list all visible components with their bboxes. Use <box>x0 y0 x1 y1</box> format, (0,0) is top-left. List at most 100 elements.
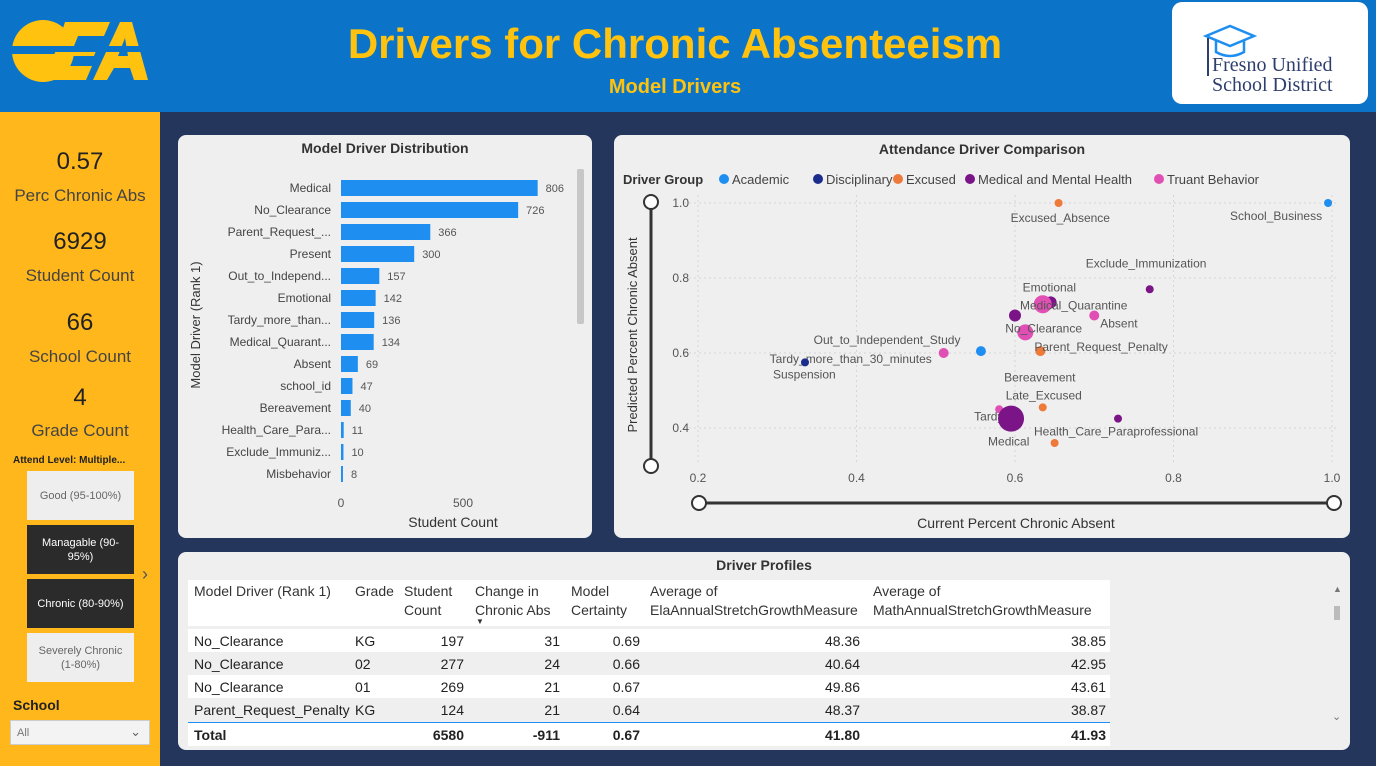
table-cell: No_Clearance <box>194 679 284 695</box>
table-header: Model Driver (Rank 1) Grade Student Count… <box>188 580 1110 626</box>
col-grade[interactable]: Grade <box>355 583 394 599</box>
school-dropdown[interactable]: All ⌄ <box>10 720 150 745</box>
y-tick-label: 0.6 <box>672 346 689 360</box>
table-row[interactable]: No_Clearance 02 277 24 0.66 40.64 42.95 <box>188 652 1110 675</box>
scatter-point <box>1054 199 1063 207</box>
scatter-point <box>1033 295 1052 314</box>
point-label: Tardy <box>974 409 1003 423</box>
table-cell: KG <box>355 702 376 718</box>
x-range-slider-handle-left[interactable] <box>691 495 707 511</box>
col-avg-math[interactable]: Average of MathAnnualStretchGrowthMeasure <box>873 583 1092 618</box>
x-tick-label: 0 <box>338 496 345 510</box>
table-row[interactable]: No_Clearance KG 197 31 0.69 48.36 38.85 <box>188 629 1110 652</box>
x-tick-label: 1.0 <box>1324 471 1341 485</box>
table-cell: Total <box>194 727 227 743</box>
table-cell: 21 <box>544 702 560 718</box>
bar-label: Medical <box>290 181 331 195</box>
bar-label: school_id <box>280 379 331 393</box>
kpi-grade-count-label: Grade Count <box>31 421 129 440</box>
table-cell: 124 <box>440 702 464 718</box>
x-axis-label: Current Percent Chronic Absent <box>917 515 1115 531</box>
bar-chart-scrollbar[interactable] <box>577 169 584 324</box>
bar-label: Medical_Quarant... <box>230 335 331 349</box>
bar-chart-card: Model Driver Distribution <box>178 135 592 538</box>
table-cell: 02 <box>355 656 371 672</box>
bar-label: Present <box>290 247 332 261</box>
table-cell: No_Clearance <box>194 656 284 672</box>
y-axis-label: Model Driver (Rank 1) <box>188 261 203 388</box>
attend-level-good[interactable]: Good (95-100%) <box>27 471 134 520</box>
table-cell: Parent_Request_Penalty <box>194 702 350 718</box>
col-model-certainty[interactable]: Model Certainty <box>571 583 628 618</box>
bar <box>341 224 431 240</box>
scroll-thumb[interactable] <box>1334 606 1340 620</box>
table-cell: 6580 <box>432 727 464 743</box>
chevron-down-icon: ⌄ <box>130 724 141 739</box>
bar-value-label: 136 <box>382 315 400 327</box>
chevron-right-icon[interactable]: › <box>142 564 148 584</box>
bar-label: Parent_Request_... <box>228 225 331 239</box>
table-scrollbar[interactable]: ▲ ⌄ <box>1330 582 1344 724</box>
bar <box>341 246 415 262</box>
scroll-down-icon[interactable]: ⌄ <box>1332 711 1342 723</box>
bar <box>341 202 519 218</box>
bar-value-label: 8 <box>351 469 357 481</box>
attend-level-chronic[interactable]: Chronic (80-90%) <box>27 579 134 628</box>
table-cell: 24 <box>544 656 560 672</box>
attend-level-severely-chronic[interactable]: Severely Chronic (1-80%) <box>27 633 134 682</box>
scatter-chart: Driver Group Academic Disciplinary Excused M… <box>623 172 1342 531</box>
bar-value-label: 10 <box>351 447 363 459</box>
x-tick-label: 0.4 <box>848 471 865 485</box>
col-avg-ela[interactable]: Average of ElaAnnualStretchGrowthMeasure <box>650 583 858 618</box>
col-change-chronic[interactable]: Change in Chronic Abs <box>475 583 551 618</box>
scroll-up-icon[interactable]: ▲ <box>1333 584 1342 594</box>
legend-marker <box>965 174 975 184</box>
kpi-school-count-value: 66 <box>66 309 94 336</box>
x-tick-label: 0.6 <box>1007 471 1024 485</box>
table-row[interactable]: Parent_Request_Penalty KG 124 21 0.64 48.37 38… <box>188 698 1110 721</box>
bar <box>341 422 344 438</box>
legend-marker <box>893 174 903 184</box>
point-label: Suspension <box>773 367 836 381</box>
x-range-slider-handle-right[interactable] <box>1326 495 1342 511</box>
scatter-point <box>1324 199 1333 207</box>
y-range-slider-handle-top[interactable] <box>643 194 659 210</box>
col-student-count[interactable]: Student Count <box>404 583 453 618</box>
school-dropdown-value: All <box>17 727 30 739</box>
legend-marker <box>813 174 823 184</box>
legend-marker <box>1154 174 1164 184</box>
bar <box>341 400 351 416</box>
bar-label: Health_Care_Para... <box>222 423 331 437</box>
point-label: Exclude_Immunization <box>1086 256 1207 270</box>
y-tick-label: 1.0 <box>672 196 689 210</box>
page-subtitle: Model Drivers <box>608 76 742 98</box>
point-label: Bereavement <box>1004 370 1076 384</box>
col-model-driver[interactable]: Model Driver (Rank 1) <box>194 583 331 599</box>
bar-label: Out_to_Independ... <box>228 269 331 283</box>
sort-desc-icon: ▼ <box>476 617 484 626</box>
bar-label: Exclude_Immuniz... <box>226 445 331 459</box>
point-label: Absent <box>1100 317 1138 331</box>
point-label: Parent_Request_Penalty <box>1034 340 1167 354</box>
table-cell: KG <box>355 633 376 649</box>
bar <box>341 356 358 372</box>
y-range-slider-handle-bottom[interactable] <box>643 458 659 474</box>
table-title: Driver Profiles <box>716 557 812 573</box>
oea-logo <box>10 20 150 82</box>
legend-entry: Disciplinary <box>826 172 893 187</box>
bar-label: Bereavement <box>260 401 332 415</box>
table-cell: No_Clearance <box>194 633 284 649</box>
point-label: Health_Care_Paraprofessional <box>1034 425 1198 439</box>
scatter-point <box>800 358 809 367</box>
scatter-point <box>1035 346 1046 357</box>
attend-level-managable[interactable]: Managable (90-95%) <box>27 525 134 574</box>
scatter-point <box>975 346 986 357</box>
table-total-row: Total 6580 -911 0.67 41.80 41.93 <box>188 723 1110 746</box>
sidebar: 0.57 Perc Chronic Abs 6929 Student Count… <box>0 112 160 766</box>
table-cell: 0.66 <box>612 656 640 672</box>
kpi-student-count-value: 6929 <box>53 228 107 255</box>
kpi-perc-chronic-value: 0.57 <box>56 148 104 175</box>
bar <box>341 268 380 284</box>
table-row[interactable]: No_Clearance 01 269 21 0.67 49.86 43.61 <box>188 675 1110 698</box>
brand-line-1: Fresno Unified <box>1212 54 1333 76</box>
